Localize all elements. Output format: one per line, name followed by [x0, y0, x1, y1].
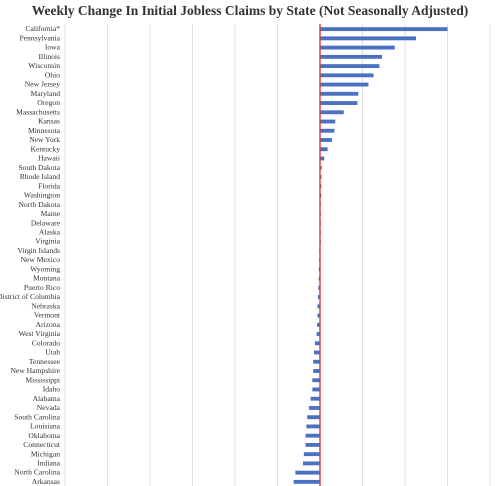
category-label: West Virginia	[19, 329, 61, 338]
bar-vermont	[317, 313, 320, 318]
bar-arkansas	[293, 479, 320, 484]
bar-iowa	[320, 45, 395, 50]
bar-maryland	[320, 91, 359, 96]
category-label: Rhode Island	[20, 172, 60, 181]
bar-tennessee	[313, 359, 320, 364]
bar-nebraska	[317, 304, 320, 309]
bar-louisiana	[306, 424, 320, 429]
category-label: Massachusetts	[16, 107, 60, 116]
category-label: Minnesota	[28, 126, 61, 135]
bar-oregon	[320, 101, 358, 105]
category-label: New Mexico	[21, 255, 61, 264]
category-label: Pennsylvania	[20, 33, 61, 42]
category-label: Arizona	[36, 320, 61, 329]
bar-pennsylvania	[320, 36, 417, 41]
category-label: Ohio	[45, 70, 60, 79]
category-label: Oregon	[37, 98, 60, 107]
category-label: Delaware	[31, 218, 61, 227]
bar-kentucky	[320, 147, 328, 152]
bar-ohio	[320, 73, 374, 78]
bar-kansas	[320, 119, 336, 124]
category-label: Utah	[45, 348, 60, 357]
category-label: Alaska	[39, 228, 61, 237]
bar-california	[320, 27, 448, 32]
category-label: Mississippi	[25, 375, 60, 384]
category-labels: California*PennsylvaniaIowaIllinoisWisco…	[0, 24, 61, 486]
category-label: Oklahoma	[28, 431, 60, 440]
bar-colorado	[314, 341, 320, 346]
bar-oklahoma	[305, 433, 320, 438]
bar-new-hampshire	[313, 369, 320, 373]
bar-new-york	[320, 138, 332, 142]
category-label: Nevada	[37, 403, 61, 412]
bar-wisconsin	[320, 64, 380, 69]
bar-mississippi	[312, 378, 320, 383]
category-label: Illinois	[38, 52, 60, 61]
category-label: New Hampshire	[10, 366, 60, 375]
bar-nevada	[308, 406, 320, 410]
category-label: Kentucky	[30, 144, 60, 153]
category-label: Hawaii	[38, 154, 60, 163]
bar-north-carolina	[295, 470, 320, 475]
bar-south-dakota	[320, 165, 322, 170]
bar-puerto-rico	[318, 285, 320, 290]
category-label: Vermont	[34, 311, 61, 320]
bar-south-carolina	[307, 415, 320, 420]
category-label: Washington	[24, 191, 60, 200]
category-label: California*	[25, 24, 60, 33]
bar-connecticut	[305, 442, 320, 447]
bar-idaho	[312, 387, 320, 392]
category-label: Idaho	[43, 385, 60, 394]
bar-utah	[314, 350, 320, 355]
bar-rhode-island	[320, 175, 322, 179]
category-label: Arkansas	[32, 477, 60, 486]
category-label: Alabama	[33, 394, 61, 403]
category-label: Wisconsin	[28, 61, 60, 70]
category-label: Maryland	[30, 89, 60, 98]
bar-new-jersey	[320, 82, 369, 87]
bar-massachusetts	[320, 110, 344, 115]
category-label: Virginia	[35, 237, 60, 246]
category-label: Wyoming	[30, 264, 60, 273]
category-label: Puerto Rico	[24, 283, 60, 292]
bars	[293, 27, 448, 484]
category-label: Colorado	[32, 338, 60, 347]
category-label: South Dakota	[18, 163, 60, 172]
bar-alabama	[310, 396, 320, 401]
chart-title: Weekly Change In Initial Jobless Claims …	[31, 3, 469, 18]
gridlines	[64, 24, 491, 486]
category-label: Nebraska	[31, 301, 60, 310]
category-label: Kansas	[38, 117, 60, 126]
bar-arizona	[317, 322, 320, 327]
category-label: North Dakota	[18, 200, 60, 209]
bar-minnesota	[320, 128, 335, 133]
category-label: Iowa	[45, 43, 61, 52]
category-label: North Carolina	[14, 468, 60, 477]
bar-district-of-columbia	[317, 295, 320, 300]
bar-hawaii	[320, 156, 325, 161]
bar-indiana	[303, 461, 320, 466]
category-label: South Carolina	[14, 412, 60, 421]
category-label: New York	[29, 135, 60, 144]
bar-michigan	[303, 452, 320, 457]
bar-west-virginia	[316, 332, 320, 336]
category-label: Maine	[41, 209, 61, 218]
category-label: New Jersey	[25, 80, 60, 89]
category-label: Michigan	[31, 449, 60, 458]
bar-illinois	[320, 54, 383, 59]
category-label: Tennessee	[29, 357, 61, 366]
category-label: Connecticut	[23, 440, 61, 449]
category-label: Indiana	[37, 459, 60, 468]
category-label: Louisiana	[30, 422, 61, 431]
category-label: Florida	[38, 181, 61, 190]
category-label: Montana	[33, 274, 61, 283]
category-label: District of Columbia	[0, 292, 61, 301]
category-label: Virgin Islands	[17, 246, 60, 255]
